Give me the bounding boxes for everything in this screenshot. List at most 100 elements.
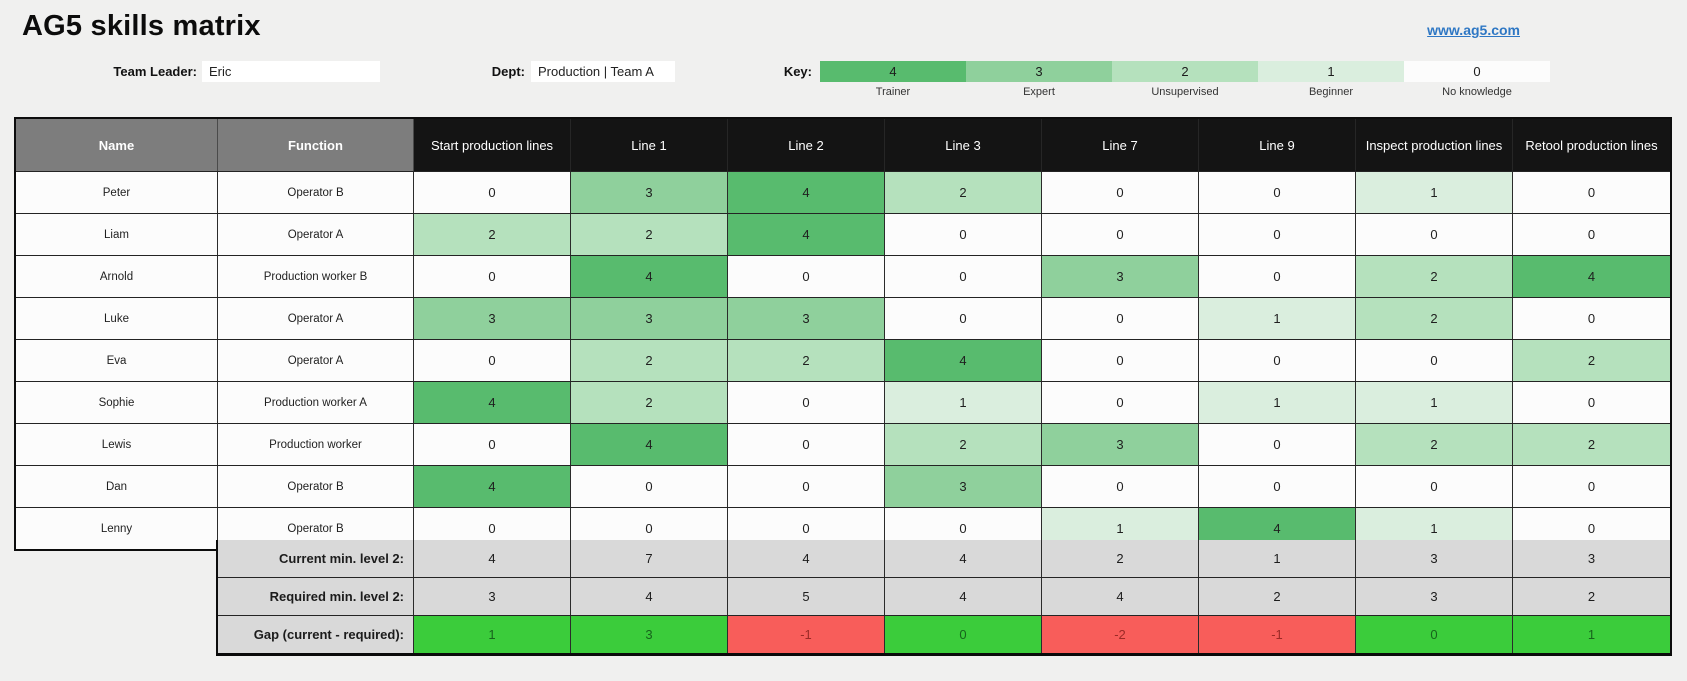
skill-level-cell[interactable]: 3 [414,298,571,339]
skill-level-cell[interactable]: 0 [1042,298,1199,339]
skill-level-cell[interactable]: 1 [1199,298,1356,339]
skill-level-cell[interactable]: 4 [728,172,885,213]
skill-level-cell[interactable]: 4 [414,466,571,507]
summary-value-cell[interactable]: 4 [571,578,728,615]
skill-level-cell[interactable]: 2 [1356,424,1513,465]
skill-level-cell[interactable]: 0 [1199,466,1356,507]
skill-level-cell[interactable]: 0 [414,340,571,381]
skill-level-cell[interactable]: 4 [571,256,728,297]
skill-level-cell[interactable]: 0 [1513,382,1670,423]
skill-level-cell[interactable]: 2 [1513,424,1670,465]
summary-value-cell[interactable]: 4 [1042,578,1199,615]
skill-level-cell[interactable]: 1 [885,382,1042,423]
skill-level-cell[interactable]: 0 [414,172,571,213]
skill-level-cell[interactable]: 0 [1042,340,1199,381]
skill-level-cell[interactable]: 0 [728,424,885,465]
skill-level-cell[interactable]: 0 [414,256,571,297]
skill-level-cell[interactable]: 2 [885,424,1042,465]
name-cell[interactable]: Liam [16,214,218,255]
skill-level-cell[interactable]: 0 [1356,214,1513,255]
function-cell[interactable]: Production worker A [218,382,414,423]
skill-level-cell[interactable]: 2 [571,214,728,255]
skill-level-cell[interactable]: 0 [1042,466,1199,507]
skill-level-cell[interactable]: 3 [728,298,885,339]
function-cell[interactable]: Production worker B [218,256,414,297]
skill-level-cell[interactable]: 2 [414,214,571,255]
skill-level-cell[interactable]: 3 [571,172,728,213]
summary-value-cell[interactable]: 3 [1513,540,1670,577]
summary-value-cell[interactable]: 3 [1356,540,1513,577]
gap-value-cell[interactable]: 3 [571,616,728,653]
summary-value-cell[interactable]: 7 [571,540,728,577]
summary-value-cell[interactable]: 4 [885,540,1042,577]
skill-level-cell[interactable]: 0 [1199,172,1356,213]
name-cell[interactable]: Luke [16,298,218,339]
skill-level-cell[interactable]: 0 [1513,172,1670,213]
skill-level-cell[interactable]: 0 [728,466,885,507]
function-cell[interactable]: Operator A [218,214,414,255]
skill-level-cell[interactable]: 0 [1199,424,1356,465]
summary-value-cell[interactable]: 5 [728,578,885,615]
skill-level-cell[interactable]: 0 [1199,256,1356,297]
skill-level-cell[interactable]: 0 [1042,214,1199,255]
name-cell[interactable]: Sophie [16,382,218,423]
function-cell[interactable]: Operator B [218,466,414,507]
skill-level-cell[interactable]: 1 [1199,382,1356,423]
skill-level-cell[interactable]: 0 [1042,172,1199,213]
gap-value-cell[interactable]: 0 [1356,616,1513,653]
skill-level-cell[interactable]: 0 [885,298,1042,339]
summary-value-cell[interactable]: 3 [414,578,571,615]
name-cell[interactable]: Lenny [16,508,218,549]
skill-level-cell[interactable]: 1 [1356,172,1513,213]
name-cell[interactable]: Lewis [16,424,218,465]
function-cell[interactable]: Operator B [218,172,414,213]
skill-level-cell[interactable]: 3 [1042,256,1199,297]
skill-level-cell[interactable]: 3 [571,298,728,339]
skill-level-cell[interactable]: 0 [414,424,571,465]
skill-level-cell[interactable]: 0 [1042,382,1199,423]
skill-level-cell[interactable]: 0 [1356,340,1513,381]
skill-level-cell[interactable]: 4 [728,214,885,255]
skill-level-cell[interactable]: 0 [1513,214,1670,255]
summary-value-cell[interactable]: 4 [414,540,571,577]
summary-value-cell[interactable]: 2 [1513,578,1670,615]
summary-value-cell[interactable]: 3 [1356,578,1513,615]
gap-value-cell[interactable]: 1 [1513,616,1670,653]
dept-input[interactable]: Production | Team A [531,61,675,82]
gap-value-cell[interactable]: -1 [728,616,885,653]
summary-value-cell[interactable]: 1 [1199,540,1356,577]
skill-level-cell[interactable]: 2 [1356,298,1513,339]
summary-value-cell[interactable]: 4 [885,578,1042,615]
skill-level-cell[interactable]: 0 [1356,466,1513,507]
function-cell[interactable]: Operator B [218,508,414,549]
skill-level-cell[interactable]: 4 [571,424,728,465]
skill-level-cell[interactable]: 0 [885,256,1042,297]
summary-value-cell[interactable]: 2 [1042,540,1199,577]
skill-level-cell[interactable]: 0 [728,382,885,423]
skill-level-cell[interactable]: 0 [885,214,1042,255]
summary-value-cell[interactable]: 2 [1199,578,1356,615]
team-leader-input[interactable]: Eric [202,61,380,82]
skill-level-cell[interactable]: 0 [728,256,885,297]
skill-level-cell[interactable]: 0 [571,466,728,507]
gap-value-cell[interactable]: 0 [885,616,1042,653]
skill-level-cell[interactable]: 2 [1513,340,1670,381]
name-cell[interactable]: Arnold [16,256,218,297]
skill-level-cell[interactable]: 4 [885,340,1042,381]
name-cell[interactable]: Peter [16,172,218,213]
ag5-website-link[interactable]: www.ag5.com [1427,22,1520,38]
skill-level-cell[interactable]: 2 [885,172,1042,213]
name-cell[interactable]: Dan [16,466,218,507]
skill-level-cell[interactable]: 0 [1513,298,1670,339]
summary-value-cell[interactable]: 4 [728,540,885,577]
skill-level-cell[interactable]: 1 [1356,382,1513,423]
skill-level-cell[interactable]: 2 [1356,256,1513,297]
skill-level-cell[interactable]: 3 [1042,424,1199,465]
function-cell[interactable]: Operator A [218,340,414,381]
skill-level-cell[interactable]: 2 [571,382,728,423]
skill-level-cell[interactable]: 4 [414,382,571,423]
skill-level-cell[interactable]: 0 [1199,214,1356,255]
function-cell[interactable]: Production worker [218,424,414,465]
skill-level-cell[interactable]: 0 [1199,340,1356,381]
skill-level-cell[interactable]: 0 [1513,466,1670,507]
